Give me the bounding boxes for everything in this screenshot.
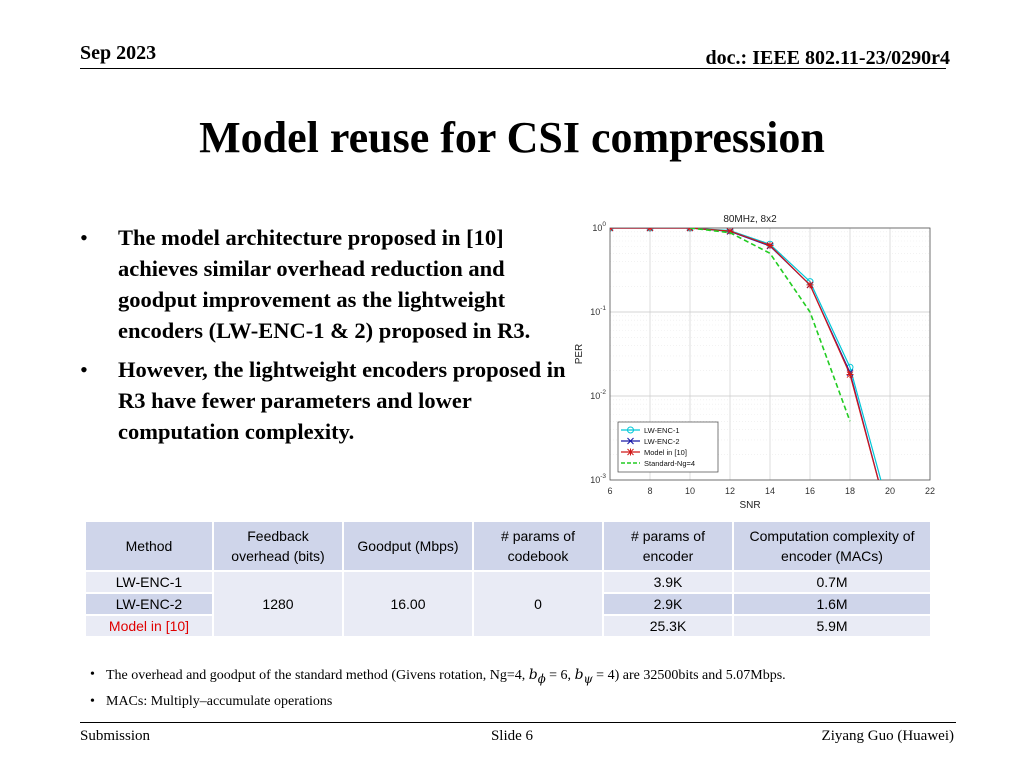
footer-slide-number: Slide 6 [490, 728, 534, 744]
series-line [610, 228, 879, 480]
macs-cell: 0.7M [732, 570, 932, 594]
footnote-item: • The overhead and goodput of the standar… [90, 664, 786, 691]
slide-title: Model reuse for CSI compression [199, 113, 825, 162]
chart-title: 80MHz, 8x2 [723, 214, 777, 225]
y-tick-base: 10 [590, 475, 600, 485]
macs-cell: 5.9M [732, 614, 932, 638]
data-point [846, 371, 854, 379]
y-tick-label: 10-1 [590, 305, 606, 317]
legend-label: Standard-Ng=4 [644, 459, 695, 468]
table-header-row: Method Feedback overhead (bits) Goodput … [84, 520, 932, 572]
y-tick-exponent: -2 [600, 389, 606, 396]
footer-divider [80, 722, 956, 723]
y-tick-exponent: -3 [600, 473, 606, 480]
column-header: Feedback overhead (bits) [212, 520, 344, 572]
bullet-item: • The model architecture proposed in [10]… [76, 222, 570, 346]
column-header: Computation complexity of encoder (MACs) [732, 520, 932, 572]
data-point [610, 228, 614, 232]
series-line [689, 228, 851, 422]
footnote-text: MACs: Multiply–accumulate operations [106, 693, 333, 709]
data-point [627, 426, 634, 434]
method-cell: Model in [10] [84, 614, 214, 638]
header-date: Sep 2023 [80, 42, 157, 64]
x-axis-label: SNR [739, 500, 760, 511]
encoder-params-cell: 2.9K [602, 592, 734, 616]
method-cell: LW-ENC-2 [84, 592, 214, 616]
bullet-item: • However, the lightweight encoders propo… [76, 354, 570, 447]
encoder-params-cell: 25.3K [602, 614, 734, 638]
data-point [646, 228, 654, 232]
x-tick-label: 8 [647, 486, 652, 496]
overhead-cell: 1280 [212, 570, 344, 638]
footer-submission: Submission [80, 728, 151, 744]
y-tick-base: 10 [592, 223, 602, 233]
column-header: Method [84, 520, 214, 572]
y-tick-exponent: -1 [600, 305, 606, 312]
table-row: Model in [10] 25.3K 5.9M [84, 614, 932, 638]
bullet-text: However, the lightweight encoders propos… [118, 357, 566, 444]
footnote-item: • MACs: Multiply–accumulate operations [90, 691, 786, 713]
bullet-dot-icon: • [80, 357, 88, 382]
method-cell: LW-ENC-1 [84, 570, 214, 594]
table-row: LW-ENC-1 1280 16.00 0 3.9K 0.7M [84, 570, 932, 638]
column-header: # params of codebook [472, 520, 604, 572]
x-tick-label: 6 [607, 486, 612, 496]
x-tick-label: 22 [925, 486, 935, 496]
math-b-phi-value: = 6, [545, 668, 575, 683]
y-tick-label: 100 [592, 221, 606, 233]
series-group [610, 228, 893, 514]
bullet-dot-icon: • [80, 225, 88, 250]
header-divider [80, 68, 946, 69]
data-point [766, 241, 774, 249]
header-doc-id: doc.: IEEE 802.11-23/0290r4 [705, 47, 950, 69]
comparison-table: Method Feedback overhead (bits) Goodput … [84, 520, 932, 638]
footnotes: • The overhead and goodput of the standar… [90, 664, 786, 713]
macs-cell: 1.6M [732, 592, 932, 616]
data-point [627, 448, 634, 456]
x-tick-label: 14 [765, 486, 775, 496]
encoder-params-cell: 3.9K [602, 570, 734, 594]
legend-label: LW-ENC-1 [644, 426, 680, 435]
y-axis-label: PER [574, 344, 585, 365]
column-header: # params of encoder [602, 520, 734, 572]
footnote-text: are 32500bits and 5.07Mbps. [619, 668, 786, 683]
x-tick-label: 20 [885, 486, 895, 496]
y-tick-exponent: 0 [602, 221, 606, 228]
x-tick-label: 16 [805, 486, 815, 496]
legend-label: Model in [10] [644, 448, 687, 457]
bullet-dot-icon: • [90, 693, 95, 709]
x-tick-label: 18 [845, 486, 855, 496]
table-row: LW-ENC-2 2.9K 1.6M [84, 592, 932, 616]
data-point [887, 510, 893, 514]
footer-author: Ziyang Guo (Huawei) [821, 728, 954, 744]
x-tick-label: 10 [685, 486, 695, 496]
math-b-phi: b [528, 667, 538, 683]
x-tick-label: 12 [725, 486, 735, 496]
bullet-list: • The model architecture proposed in [10]… [76, 222, 570, 455]
data-point [806, 281, 814, 289]
data-point [726, 228, 734, 235]
footnote-text: The overhead and goodput of the standard… [106, 668, 529, 683]
y-tick-base: 10 [590, 391, 600, 401]
data-point [627, 437, 634, 445]
math-b-psi: b [574, 667, 584, 683]
column-header: Goodput (Mbps) [342, 520, 474, 572]
plot-frame [609, 227, 931, 481]
codebook-params-cell: 0 [472, 570, 604, 638]
math-b-psi-value: = 4) [592, 668, 620, 683]
bullet-text: The model architecture proposed in [10] … [118, 225, 531, 343]
y-tick-label: 10-3 [590, 473, 606, 485]
math-phi-subscript: ϕ [537, 671, 546, 686]
y-tick-base: 10 [590, 307, 600, 317]
legend-label: LW-ENC-2 [644, 437, 680, 446]
goodput-cell: 16.00 [342, 570, 474, 638]
bullet-dot-icon: • [90, 667, 95, 682]
series-line [610, 228, 882, 480]
y-tick-label: 10-2 [590, 389, 606, 401]
math-psi-subscript: ψ [583, 671, 593, 686]
